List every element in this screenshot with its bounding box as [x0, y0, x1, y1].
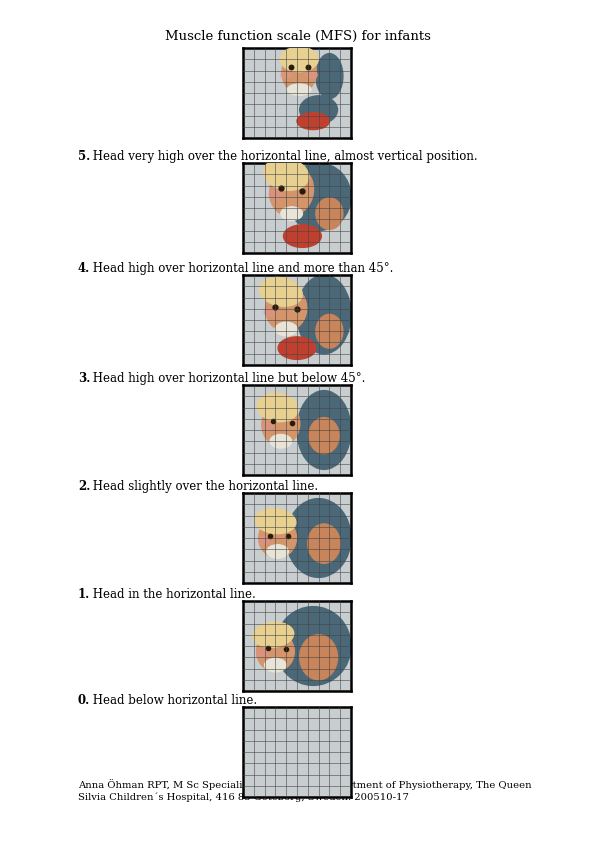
Ellipse shape: [275, 606, 351, 685]
Ellipse shape: [280, 47, 318, 71]
Ellipse shape: [265, 286, 307, 331]
Ellipse shape: [256, 632, 295, 671]
Ellipse shape: [306, 71, 318, 78]
Ellipse shape: [281, 207, 302, 220]
Ellipse shape: [259, 278, 302, 306]
Ellipse shape: [262, 423, 273, 431]
Ellipse shape: [297, 390, 351, 469]
Text: 5.: 5.: [78, 150, 90, 163]
Ellipse shape: [281, 71, 292, 78]
Ellipse shape: [300, 635, 337, 680]
Text: 3.: 3.: [78, 372, 90, 385]
Ellipse shape: [267, 545, 289, 558]
Ellipse shape: [259, 537, 270, 544]
Ellipse shape: [297, 275, 351, 354]
Ellipse shape: [287, 84, 311, 95]
Ellipse shape: [270, 435, 292, 448]
Text: Head high over horizontal line and more than 45°.: Head high over horizontal line and more …: [89, 262, 394, 275]
Ellipse shape: [253, 622, 294, 648]
Ellipse shape: [309, 418, 339, 453]
Ellipse shape: [264, 308, 276, 316]
Ellipse shape: [286, 499, 351, 578]
Ellipse shape: [259, 518, 296, 558]
Text: 4.: 4.: [78, 262, 90, 275]
Ellipse shape: [257, 394, 298, 421]
Text: 2.: 2.: [78, 480, 90, 493]
Ellipse shape: [316, 54, 343, 98]
Ellipse shape: [297, 113, 330, 130]
Ellipse shape: [262, 403, 300, 446]
Text: Muscle function scale (MFS) for infants: Muscle function scale (MFS) for infants: [165, 30, 430, 43]
Text: Head slightly over the horizontal line.: Head slightly over the horizontal line.: [89, 480, 318, 493]
Ellipse shape: [265, 659, 286, 672]
Ellipse shape: [269, 190, 282, 199]
Ellipse shape: [308, 524, 340, 563]
Ellipse shape: [300, 96, 337, 124]
Ellipse shape: [278, 337, 316, 359]
Ellipse shape: [275, 322, 297, 336]
Ellipse shape: [283, 225, 321, 247]
Text: 1.: 1.: [78, 588, 90, 601]
Text: 0.: 0.: [78, 694, 90, 707]
Text: Anna Öhman RPT, M Sc Specialist in Pediatrics,Department of Physiotherapy, The Q: Anna Öhman RPT, M Sc Specialist in Pedia…: [78, 779, 531, 790]
Ellipse shape: [264, 158, 309, 190]
Ellipse shape: [316, 198, 343, 230]
Ellipse shape: [257, 650, 268, 658]
Ellipse shape: [270, 167, 314, 216]
Ellipse shape: [282, 53, 317, 93]
Text: Head in the horizontal line.: Head in the horizontal line.: [89, 588, 256, 601]
Ellipse shape: [316, 315, 343, 348]
Ellipse shape: [286, 163, 351, 230]
Text: Head very high over the horizontal line, almost vertical position.: Head very high over the horizontal line,…: [89, 150, 478, 163]
Text: Silvia Children´s Hospital, 416 85 Göteborg, Sweden. 200510-17: Silvia Children´s Hospital, 416 85 Göteb…: [78, 793, 409, 802]
Ellipse shape: [255, 509, 296, 533]
Text: Head below horizontal line.: Head below horizontal line.: [89, 694, 258, 707]
Text: Head high over horizontal line but below 45°.: Head high over horizontal line but below…: [89, 372, 366, 385]
